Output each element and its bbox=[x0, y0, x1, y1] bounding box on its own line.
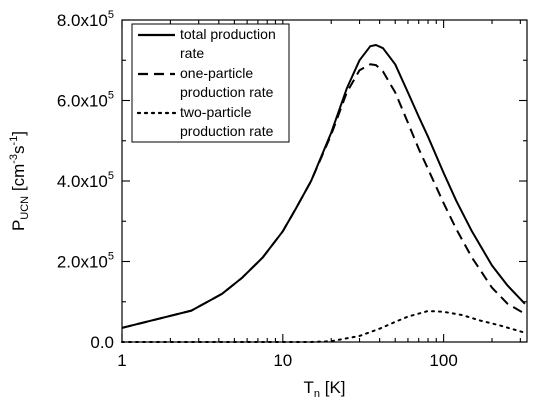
series-line-3 bbox=[121, 310, 526, 343]
y-tick-label: 8.0x105 bbox=[57, 9, 114, 30]
x-axis-label-unit: [K] bbox=[320, 378, 346, 397]
y-tick-label-main: 4.0x10 bbox=[57, 172, 108, 191]
x-tick-labels: 1 10 100 bbox=[117, 351, 458, 370]
y-tick-label: 0.0 bbox=[90, 333, 114, 352]
legend-entries: total production rate one-particle producti… bbox=[136, 26, 276, 139]
x-axis-label-sub: n bbox=[314, 388, 320, 400]
plot-lines bbox=[121, 44, 526, 343]
y-tick-label-exp: 5 bbox=[108, 9, 114, 21]
y-axis-label-sub: UCN bbox=[19, 196, 31, 220]
y-axis-label: PUCN [cm-3s-1] bbox=[8, 131, 31, 231]
legend-label: one-particle bbox=[180, 65, 253, 81]
x-axis-label-main: T bbox=[303, 378, 313, 397]
y-axis-label-unit-close: ] bbox=[9, 131, 28, 136]
x-axis-label: Tn [K] bbox=[303, 378, 345, 400]
y-tick-label: 2.0x105 bbox=[57, 251, 114, 272]
series-line-2 bbox=[121, 63, 526, 329]
legend-label: two-particle bbox=[180, 104, 252, 120]
x-tick-label: 10 bbox=[273, 351, 292, 370]
y-tick-label-exp: 5 bbox=[108, 170, 114, 182]
y-tick-label-exp: 5 bbox=[108, 90, 114, 102]
y-axis-label-main: P bbox=[9, 220, 28, 231]
y-tick-label-main: 0.0 bbox=[90, 333, 114, 352]
legend: total production rate one-particle producti… bbox=[131, 23, 290, 143]
y-tick-label-main: 6.0x10 bbox=[57, 92, 108, 111]
y-axis-label-exp1: -3 bbox=[8, 154, 20, 164]
y-tick-label-exp: 5 bbox=[108, 251, 114, 263]
y-axis-label-mid: s bbox=[9, 145, 28, 154]
y-tick-label: 6.0x105 bbox=[57, 90, 114, 111]
legend-box bbox=[131, 23, 290, 143]
y-tick-label: 4.0x105 bbox=[57, 170, 114, 191]
y-tick-label-main: 8.0x10 bbox=[57, 11, 108, 30]
x-tick-label: 100 bbox=[429, 351, 457, 370]
y-tick-label-main: 2.0x10 bbox=[57, 253, 108, 272]
legend-label: total production bbox=[180, 26, 276, 42]
x-tick-label: 1 bbox=[117, 351, 126, 370]
legend-label: production rate bbox=[180, 84, 274, 100]
y-axis-label-unit-open: [cm bbox=[9, 164, 28, 196]
legend-label: production rate bbox=[180, 123, 274, 139]
y-axis-label-exp2: -1 bbox=[8, 136, 20, 146]
series-line-1 bbox=[121, 44, 526, 329]
legend-label: rate bbox=[180, 45, 204, 61]
